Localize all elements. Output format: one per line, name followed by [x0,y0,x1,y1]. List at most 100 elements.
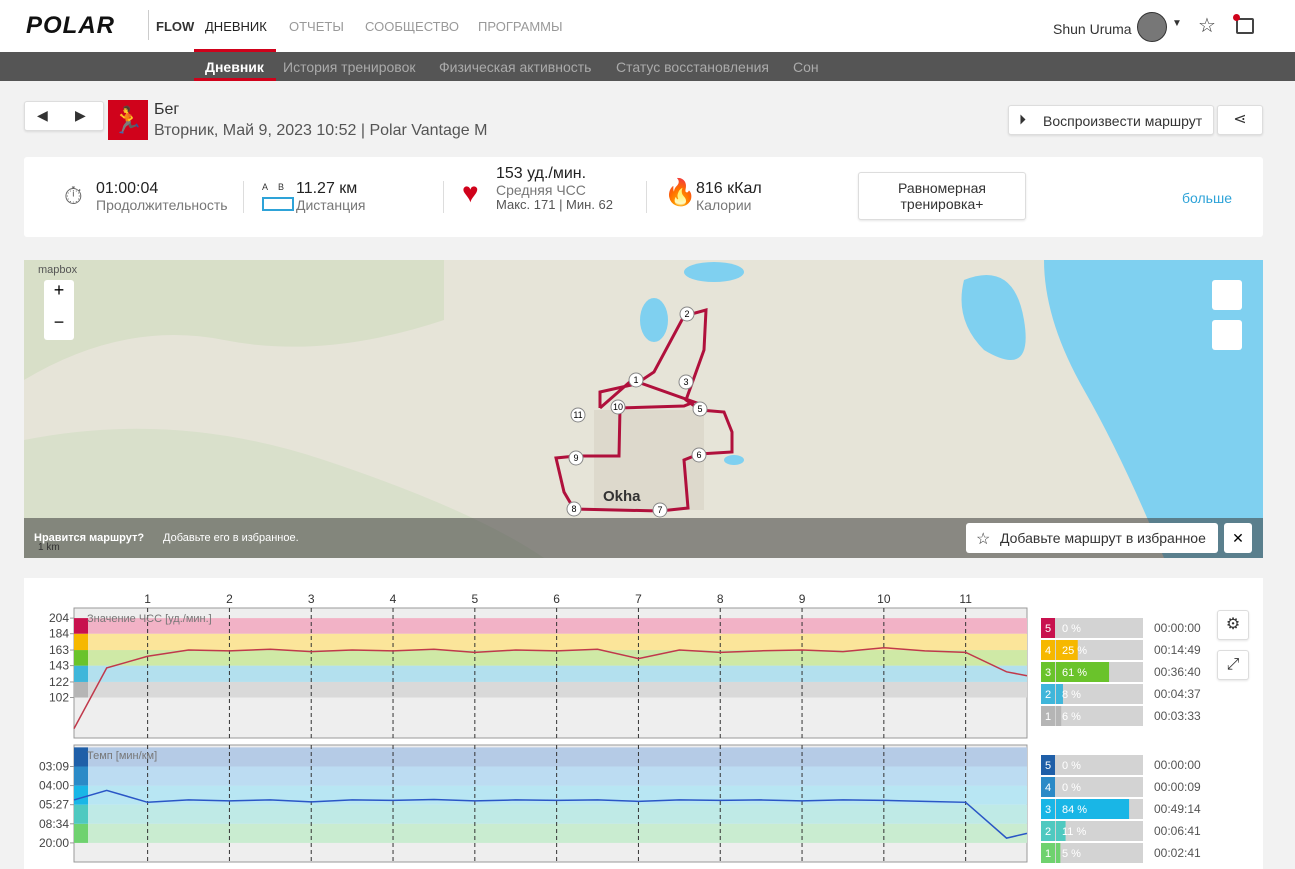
zone-strip [74,766,88,786]
distance-ab: A B [262,182,285,192]
lap-label: 10 [877,592,891,606]
zone-strip [74,747,88,767]
distance: 11.27 км [296,180,358,197]
notifications-icon[interactable] [1236,18,1254,34]
chart-fullscreen[interactable]: ⤢ [1217,650,1249,680]
zone-number: 5 [1045,623,1051,635]
y-tick-label: 04:00 [39,779,69,793]
route-marker [678,374,694,390]
zone-number-bg [1041,640,1055,660]
y-tick-label: 143 [49,659,69,673]
zone-percent: 0 % [1062,760,1081,772]
zone-time: 00:49:14 [1154,802,1201,816]
chart-title: Темп [мин/км] [87,750,157,762]
zone-band [74,823,1027,843]
nav-link[interactable]: ДНЕВНИК [205,19,267,34]
zone-time: 00:00:00 [1154,621,1201,635]
zone-track [1041,755,1143,775]
user-name[interactable]: Shun Uruma [1053,21,1132,37]
route-marker-label: 8 [571,504,576,514]
zone-number-bg [1041,618,1055,638]
zone-band [74,747,1027,767]
duration: 01:00:04 [96,180,159,197]
zone-track [1041,777,1143,797]
series-line [73,789,1028,839]
zone-number: 2 [1045,826,1051,838]
prev-button[interactable]: ◀ [37,107,48,123]
prev-next: ◀ ▶ [24,101,104,131]
map-settings[interactable] [1212,280,1242,310]
zone-number-bg [1041,821,1055,841]
y-tick-label: 08:34 [39,817,69,831]
route-marker-label: 11 [573,410,582,420]
zone-bar [1056,640,1078,660]
logo[interactable]: POLAR [26,12,115,39]
sub-nav-link[interactable]: Статус восстановления [616,59,769,75]
zoom-out[interactable]: − [54,312,65,332]
zone-percent: 5 % [1062,848,1081,860]
share-button[interactable]: ⋖ [1217,105,1263,135]
y-tick-label: 20:00 [39,836,69,850]
zone-bar [1056,821,1066,841]
favorite-label[interactable]: Добавьте маршрут в избранное [1000,530,1206,546]
sport-icon: 🏃 [108,100,148,140]
lap-label: 7 [635,592,642,606]
favorites-icon[interactable]: ☆ [1198,15,1216,37]
zoom-buttons[interactable] [44,280,74,340]
zone-bar [1056,662,1110,682]
zone-time: 00:00:09 [1154,780,1201,794]
route-marker-label: 3 [683,377,688,387]
route-marker-label: 5 [697,404,702,414]
zone-percent: 84 % [1062,804,1087,816]
zone-number: 1 [1045,848,1051,860]
zone-time: 00:03:33 [1154,709,1201,723]
route-marker-label: 6 [696,450,701,460]
nav-link[interactable]: ПРОГРАММЫ [478,19,563,34]
close-banner[interactable] [1224,523,1252,553]
sub-nav-link[interactable]: Физическая активность [439,59,592,75]
zone-strip [74,633,88,651]
map-prompt: Нравится маршрут? [34,532,144,544]
nav-link[interactable]: ОТЧЕТЫ [289,19,344,34]
sub-nav-link[interactable]: Сон [793,59,819,75]
zone-strip [74,804,88,824]
zone-number: 2 [1045,689,1051,701]
replay-button[interactable]: ⏵ Воспроизвести маршрут [1008,105,1214,135]
zone-percent: 61 % [1062,667,1087,679]
avatar[interactable] [1137,12,1167,42]
product: FLOW [156,19,195,34]
more-link[interactable]: больше [1182,190,1232,206]
zone-percent: 6 % [1062,711,1081,723]
chart-settings[interactable]: ⚙ [1217,610,1249,640]
zone-strip [74,618,88,634]
zoom-in[interactable]: + [54,280,65,300]
zone-strip [74,785,88,805]
svg-text:✕: ✕ [1232,530,1244,546]
y-tick-label: 184 [49,627,69,641]
zone-percent: 0 % [1062,782,1081,794]
training-benefit[interactable]: Равномерная тренировка+ [858,172,1026,220]
datetime: Вторник, Май 9, 2023 10:52 | Polar Vanta… [154,122,488,139]
zone-percent: 0 % [1062,623,1081,635]
zone-time: 00:00:00 [1154,758,1201,772]
zone-number-bg [1041,706,1055,726]
nav-link[interactable]: СООБЩЕСТВО [365,19,459,34]
map-fullscreen[interactable] [1212,320,1242,350]
sub-nav-link[interactable]: История тренировок [283,59,416,75]
map[interactable]: 1 2 3 5 6 7 8 9 10 11 mapbox Okha Нравится маршру… [24,260,1263,558]
lap-label: 9 [799,592,806,606]
route-marker-label: 7 [657,505,662,515]
y-tick-label: 03:09 [39,759,69,773]
replay-label[interactable]: Воспроизвести маршрут [1043,113,1203,129]
sub-nav-link[interactable]: Дневник [205,59,264,75]
sport: Бег [154,101,180,118]
zone-band [74,633,1027,651]
user-menu[interactable]: ▼ [1172,18,1182,29]
next-button[interactable]: ▶ [75,107,86,123]
zone-number-bg [1041,662,1055,682]
calories: 816 кКал [696,180,762,197]
route-marker [570,407,586,423]
favorite-button[interactable] [966,523,1218,553]
zone-bar [1056,684,1063,704]
